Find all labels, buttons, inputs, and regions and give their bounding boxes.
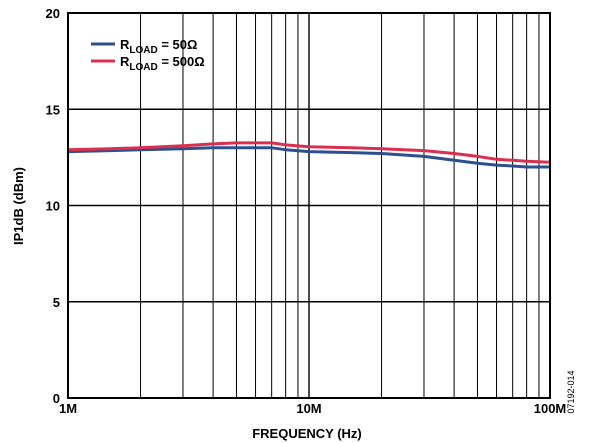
y-tick-label: 15 <box>46 102 60 117</box>
y-tick-label: 20 <box>46 6 60 21</box>
x-axis-label: FREQUENCY (Hz) <box>252 426 362 441</box>
y-tick-label: 5 <box>53 295 60 310</box>
x-tick-labels: 1M 10M 100M <box>59 401 566 416</box>
legend-label: RLOAD = 500Ω <box>120 54 205 73</box>
x-tick-label: 10M <box>296 401 321 416</box>
y-tick-label: 10 <box>46 199 60 214</box>
y-axis-label: IP1dB (dBm) <box>11 167 26 245</box>
y-tick-labels: 0 5 10 15 20 <box>46 6 60 406</box>
figure-id: 07192-014 <box>566 370 576 413</box>
y-tick-label: 0 <box>53 391 60 406</box>
x-tick-label: 100M <box>534 401 567 416</box>
x-tick-label: 1M <box>59 401 77 416</box>
